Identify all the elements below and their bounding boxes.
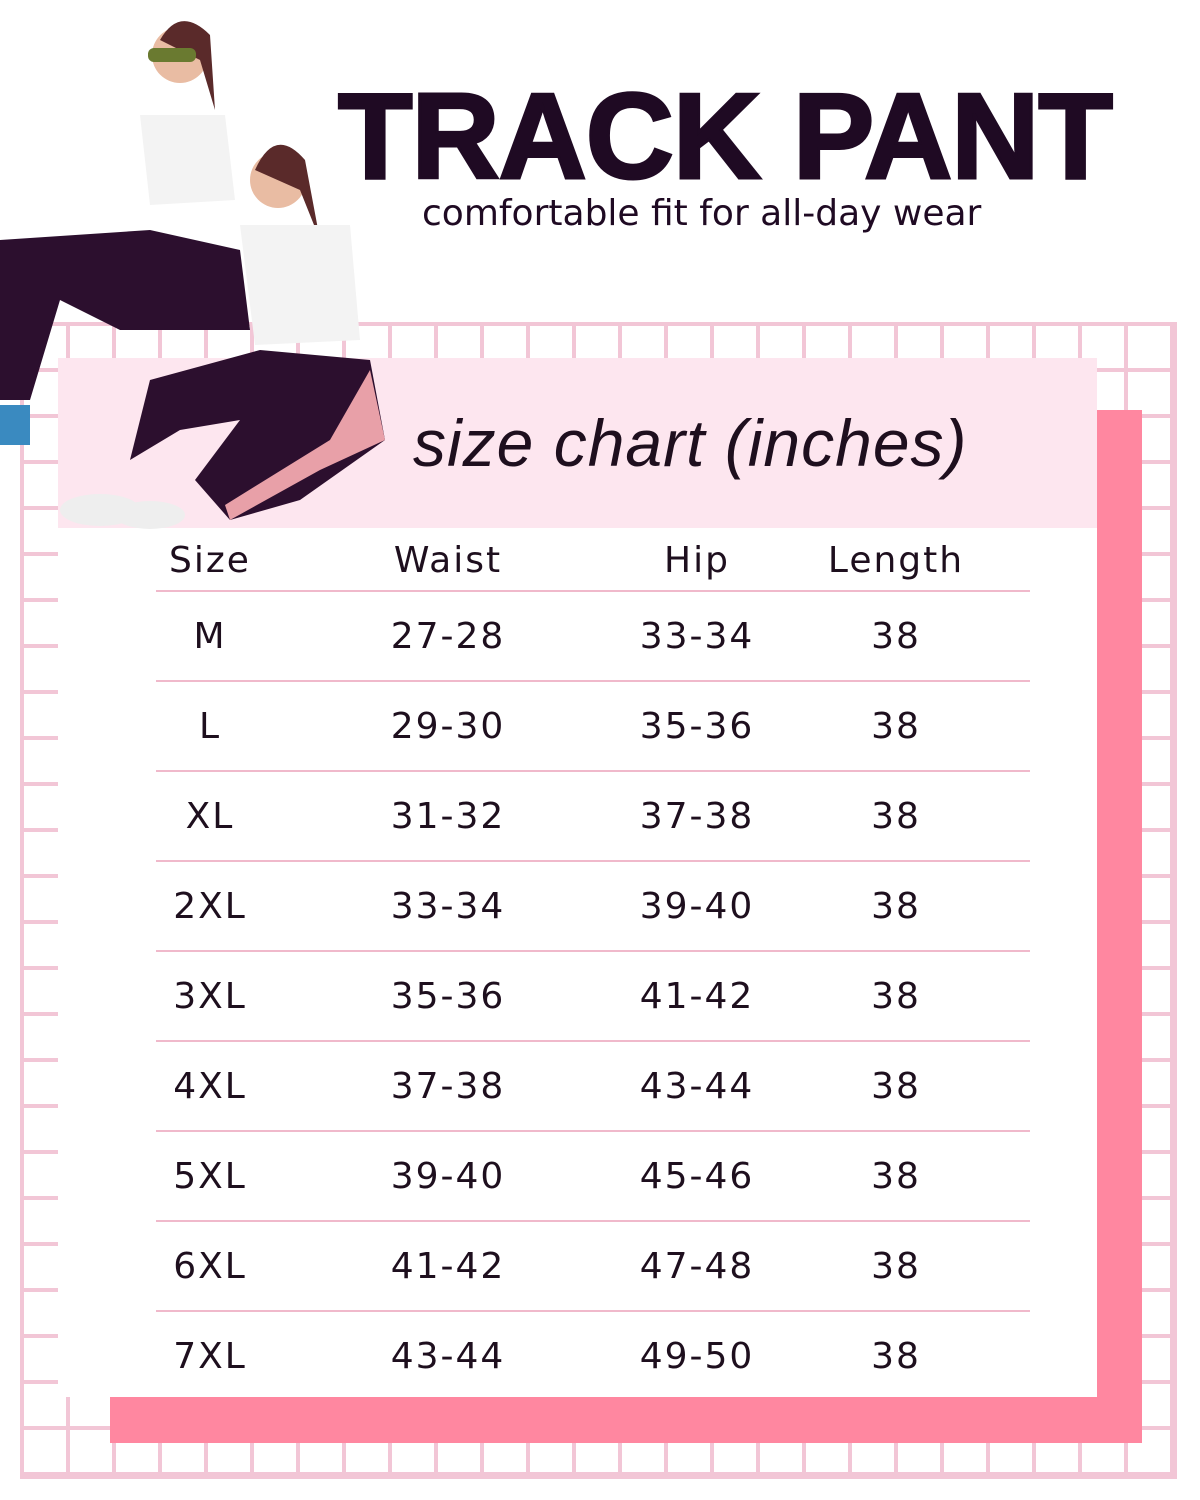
table-row: L 29-30 35-36 38 xyxy=(156,682,1030,772)
table-row: 5XL 39-40 45-46 38 xyxy=(156,1132,1030,1222)
table-body: M 27-28 33-34 38 L 29-30 35-36 38 XL 31-32 37-38 38… xyxy=(156,592,1030,1400)
cell-size: 5XL xyxy=(173,1155,247,1197)
cell-length: 38 xyxy=(871,1065,921,1107)
cell-length: 38 xyxy=(871,795,921,837)
cell-size: XL xyxy=(185,795,235,837)
cell-length: 38 xyxy=(871,1245,921,1287)
table-row: 3XL 35-36 41-42 38 xyxy=(156,952,1030,1042)
cell-waist: 43-44 xyxy=(390,1335,506,1377)
cell-size: 2XL xyxy=(173,885,247,927)
column-header-waist: Waist xyxy=(393,539,503,581)
cell-hip: 33-34 xyxy=(639,615,755,657)
cell-length: 38 xyxy=(871,705,921,747)
models-photo xyxy=(0,21,385,529)
column-header-hip: Hip xyxy=(664,539,730,581)
cell-waist: 27-28 xyxy=(390,615,506,657)
cell-size: 3XL xyxy=(173,975,247,1017)
table-row: 4XL 37-38 43-44 38 xyxy=(156,1042,1030,1132)
cell-length: 38 xyxy=(871,1155,921,1197)
cell-waist: 39-40 xyxy=(390,1155,506,1197)
cell-hip: 41-42 xyxy=(639,975,755,1017)
cell-waist: 33-34 xyxy=(390,885,506,927)
cell-length: 38 xyxy=(871,615,921,657)
cell-waist: 41-42 xyxy=(390,1245,506,1287)
cell-hip: 49-50 xyxy=(639,1335,755,1377)
cell-size: M xyxy=(193,615,227,657)
cell-size: 7XL xyxy=(173,1335,247,1377)
column-header-length: Length xyxy=(827,539,965,581)
page-title: TRACK PANT xyxy=(337,68,1115,204)
column-header-size: Size xyxy=(169,539,251,581)
cell-length: 38 xyxy=(871,1335,921,1377)
cell-hip: 47-48 xyxy=(639,1245,755,1287)
size-table: Size Waist Hip Length M 27-28 33-34 38 L 29-3… xyxy=(156,530,1030,1400)
table-row: XL 31-32 37-38 38 xyxy=(156,772,1030,862)
cell-length: 38 xyxy=(871,975,921,1017)
cell-size: L xyxy=(198,705,222,747)
cell-size: 6XL xyxy=(173,1245,247,1287)
cell-size: 4XL xyxy=(173,1065,247,1107)
cell-hip: 39-40 xyxy=(639,885,755,927)
table-row: M 27-28 33-34 38 xyxy=(156,592,1030,682)
cell-waist: 29-30 xyxy=(390,705,506,747)
table-header-row: Size Waist Hip Length xyxy=(156,530,1030,592)
size-chart-heading: size chart (inches) xyxy=(413,406,968,480)
table-row: 2XL 33-34 39-40 38 xyxy=(156,862,1030,952)
table-row: 6XL 41-42 47-48 38 xyxy=(156,1222,1030,1312)
cell-length: 38 xyxy=(871,885,921,927)
cell-hip: 37-38 xyxy=(639,795,755,837)
table-row: 7XL 43-44 49-50 38 xyxy=(156,1312,1030,1400)
cell-waist: 31-32 xyxy=(390,795,506,837)
cell-waist: 37-38 xyxy=(390,1065,506,1107)
cell-hip: 45-46 xyxy=(639,1155,755,1197)
cell-hip: 35-36 xyxy=(639,705,755,747)
tagline: comfortable fit for all-day wear xyxy=(422,193,982,234)
cell-waist: 35-36 xyxy=(390,975,506,1017)
cell-hip: 43-44 xyxy=(639,1065,755,1107)
